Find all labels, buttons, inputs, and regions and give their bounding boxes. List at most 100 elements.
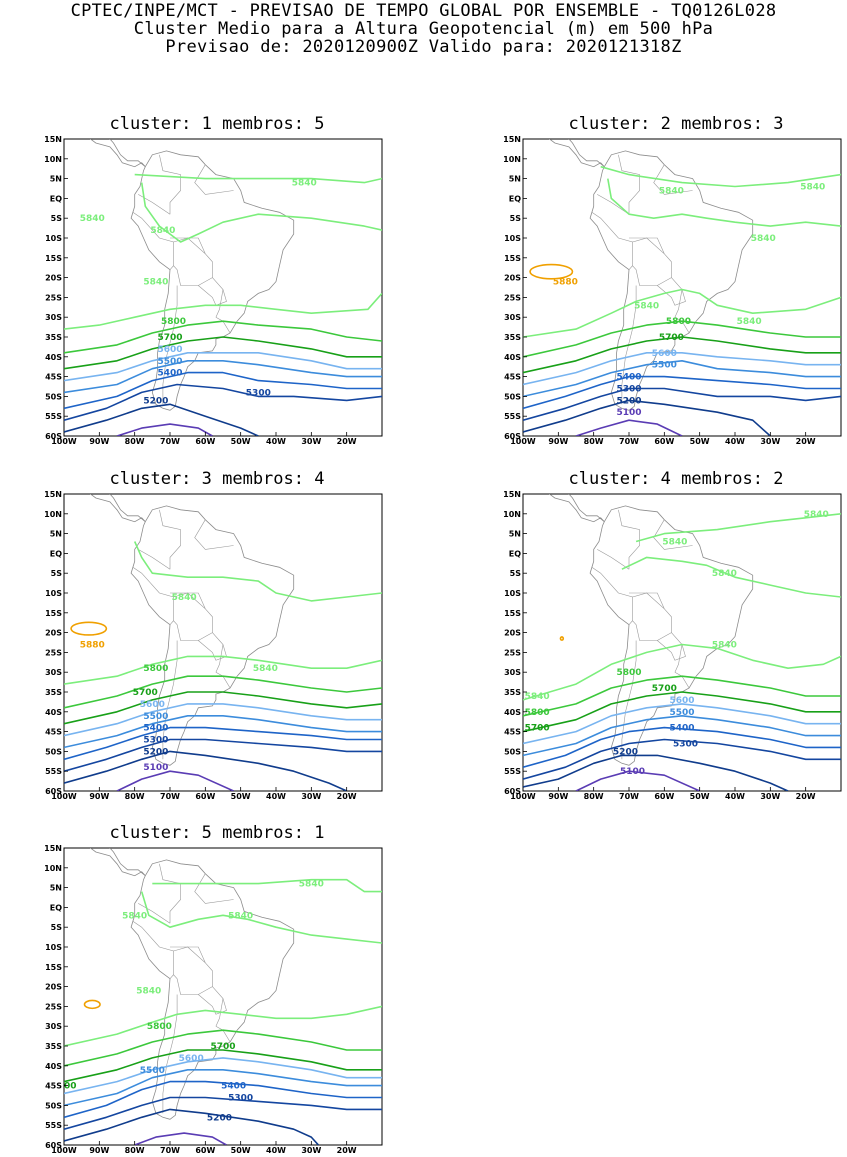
lat-label: 10S — [504, 589, 521, 598]
lat-label: 55S — [45, 767, 62, 776]
contour-label: 5840 — [253, 664, 278, 674]
cluster-title: cluster: 1 membros: 5 — [109, 114, 325, 134]
lat-label: 25S — [45, 293, 62, 302]
country-border — [591, 212, 633, 270]
contour-label: 5840 — [634, 301, 659, 311]
contour-5400 — [64, 726, 382, 761]
contour-5200 — [64, 1108, 319, 1145]
lat-label: 25S — [45, 648, 62, 657]
contour-5100 — [116, 423, 213, 436]
lon-label: 40W — [725, 792, 745, 801]
lat-label: 60S — [504, 787, 521, 796]
lat-label: 10N — [503, 155, 521, 164]
country-border — [159, 509, 181, 570]
country-border — [132, 212, 174, 270]
contour-label: 5100 — [143, 763, 168, 773]
country-border — [597, 549, 630, 570]
contour-label: 5800 — [161, 317, 186, 327]
lon-label: 20W — [337, 792, 357, 801]
contour-5500 — [64, 715, 382, 749]
contour-label: 5840 — [800, 183, 825, 193]
contour-5840 — [600, 165, 841, 188]
lat-label: 25S — [45, 1002, 62, 1011]
country-border — [170, 592, 206, 609]
contour-label: 5500 — [652, 361, 677, 371]
contour-label: 5400 — [221, 1082, 246, 1092]
lat-label: 40S — [45, 1062, 62, 1071]
contour-5100 — [116, 770, 234, 791]
contour-label: 5400 — [143, 724, 168, 734]
lat-label: 20S — [504, 629, 521, 638]
contour-label: 5840 — [80, 214, 105, 224]
contour-label: 5840 — [525, 692, 550, 702]
contour-5400 — [523, 375, 841, 410]
contour-label: 5300 — [246, 388, 271, 398]
map-frame — [63, 847, 383, 1146]
map-area: 5840 5840 5840 5840 5800 5700 5600 5500 5400 5300… — [44, 844, 383, 1155]
lon-label: 60W — [195, 437, 215, 446]
map-content: 5840 5840 5840 5840 5840 5800 5800 5700 5700 5600… — [523, 494, 841, 791]
cluster-panel-3: cluster: 3 membros: 4 5840 5880 5800 5840 57… — [44, 469, 383, 801]
lat-label: 5S — [51, 214, 63, 223]
contour-label: 5700 — [525, 724, 550, 734]
lat-label: 20S — [45, 274, 62, 283]
contour-5840 — [607, 178, 841, 227]
header-title-line1: CPTEC/INPE/MCT - PREVISAO DE TEMPO GLOBA… — [70, 1, 777, 21]
lat-label: EQ — [509, 549, 521, 558]
lon-label: 80W — [584, 437, 604, 446]
country-border — [138, 549, 171, 570]
contour-label: 5600 — [140, 700, 165, 710]
lat-label: 55S — [45, 412, 62, 421]
country-border — [162, 994, 178, 1114]
lat-label: 30S — [504, 668, 521, 677]
contour-5400 — [523, 726, 841, 768]
lat-label: 40S — [504, 708, 521, 717]
contour-5400 — [64, 1080, 382, 1119]
lat-label: 50S — [504, 392, 521, 401]
country-border — [215, 998, 224, 1027]
contour-5600 — [64, 352, 382, 382]
contour-5840 — [140, 182, 382, 243]
country-border — [159, 863, 181, 924]
contour-label: 5700 — [133, 688, 158, 698]
contour-label: 5200 — [616, 396, 641, 406]
lat-label: 60S — [45, 1141, 62, 1150]
lat-label: 35S — [504, 333, 521, 342]
contour-label: 5840 — [712, 569, 737, 579]
contour-5500 — [523, 715, 841, 757]
geopotential-map: 5840 5840 5840 5880 5840 5840 5800 5700 5600 5500… — [503, 135, 842, 446]
contour-5200 — [523, 754, 789, 791]
lat-label: 20S — [45, 983, 62, 992]
lon-label: 60W — [654, 437, 674, 446]
contour-label: 5700 — [659, 333, 684, 343]
contour-label: 5300 — [143, 736, 168, 746]
lon-label: 80W — [584, 792, 604, 801]
coastline-south-america — [130, 505, 295, 766]
contour-label: 5840 — [662, 538, 687, 548]
lat-label: 5N — [50, 530, 62, 539]
lon-label: 50W — [231, 437, 251, 446]
country-border — [632, 592, 672, 641]
map-frame — [63, 138, 383, 437]
lat-label: 10S — [504, 234, 521, 243]
coastline-south-america — [589, 150, 754, 411]
contour-5840 — [64, 1005, 382, 1047]
contour-5700 — [523, 691, 841, 733]
contour-label: 5840 — [172, 593, 197, 603]
contour-5100 — [575, 419, 683, 436]
map-area: 5840 5840 5840 5880 5840 5840 5800 5700 5600 5500… — [503, 135, 842, 446]
coastline-south-america — [130, 150, 295, 411]
lat-label: 50S — [504, 747, 521, 756]
contour-label: 5880 — [553, 278, 578, 288]
contour-label: 5600 — [652, 349, 677, 359]
contour-5300 — [523, 387, 841, 421]
country-border — [198, 277, 227, 306]
lon-label: 90W — [89, 437, 109, 446]
contour-5880 — [70, 621, 108, 636]
lat-label: 5S — [51, 569, 63, 578]
lon-label: 30W — [760, 437, 780, 446]
contour-5800 — [523, 675, 841, 717]
lat-label: 60S — [45, 432, 62, 441]
contour-5500 — [64, 1069, 382, 1107]
contour-label: 5840 — [136, 987, 161, 997]
